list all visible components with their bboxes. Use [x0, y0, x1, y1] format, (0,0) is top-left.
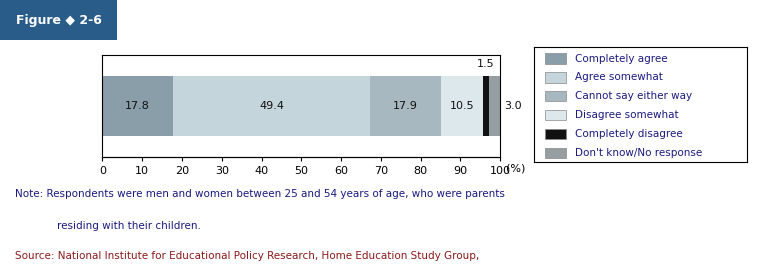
Text: Downturn in educational functions of the family: Downturn in educational functions of the…	[129, 14, 448, 27]
Text: Completely disagree: Completely disagree	[575, 129, 682, 139]
Bar	[173, 76, 370, 136]
Text: Source: National Institute for Educational Policy Research, Home Education Study: Source: National Institute for Education…	[15, 251, 479, 261]
Bar	[545, 91, 566, 101]
Text: Cannot say either way: Cannot say either way	[575, 91, 692, 101]
Text: Note: Respondents were men and women between 25 and 54 years of age, who were pa: Note: Respondents were men and women bet…	[15, 189, 505, 199]
Bar	[441, 76, 483, 136]
Text: residing with their children.: residing with their children.	[57, 221, 201, 231]
Text: Completely agree: Completely agree	[575, 53, 667, 64]
Bar	[545, 53, 566, 64]
Bar	[545, 148, 566, 158]
Bar	[102, 76, 173, 136]
Text: 17.8: 17.8	[125, 101, 150, 111]
Text: 10.5: 10.5	[449, 101, 475, 111]
Text: 17.9: 17.9	[393, 101, 418, 111]
Text: Disagree somewhat: Disagree somewhat	[575, 110, 678, 120]
Text: 1.5: 1.5	[477, 58, 494, 68]
Bar	[545, 72, 566, 83]
Bar	[545, 129, 566, 139]
Bar	[0, 0, 117, 40]
Bar	[370, 76, 441, 136]
Text: Figure ◆ 2-6: Figure ◆ 2-6	[16, 14, 102, 27]
Bar	[483, 76, 489, 136]
Bar	[545, 110, 566, 120]
Text: (%): (%)	[506, 164, 525, 174]
Text: Don't know/No response: Don't know/No response	[575, 148, 702, 158]
Text: Agree somewhat: Agree somewhat	[575, 73, 662, 83]
Bar	[489, 76, 501, 136]
Text: 3.0: 3.0	[505, 101, 522, 111]
Text: 49.4: 49.4	[259, 101, 284, 111]
